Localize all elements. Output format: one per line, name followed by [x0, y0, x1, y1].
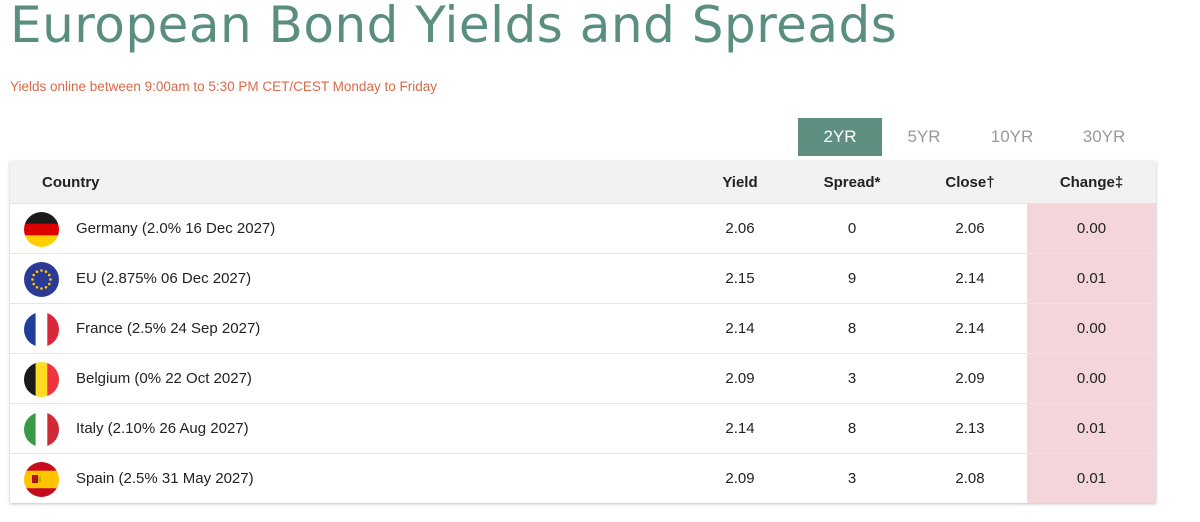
table-row[interactable]: Spain (2.5% 31 May 2027) 2.09 3 2.08 0.0…	[10, 454, 1156, 504]
tab-5yr[interactable]: 5YR	[907, 127, 941, 146]
spread-value: 8	[847, 420, 857, 437]
spread-value: 9	[847, 270, 857, 287]
country-name: Germany (2.0% 16 Dec 2027)	[76, 220, 276, 237]
table-row[interactable]: France (2.5% 24 Sep 2027) 2.14 8 2.14 0.…	[10, 304, 1156, 354]
close-value: 2.13	[955, 420, 985, 437]
close-value: 2.08	[955, 470, 985, 487]
tab-2yr[interactable]: 2YR	[798, 118, 882, 156]
yield-value: 2.15	[725, 270, 755, 287]
germany-flag-icon	[24, 212, 59, 247]
spread-value: 8	[847, 320, 857, 337]
change-value: 0.01	[1027, 254, 1156, 303]
change-value: 0.01	[1027, 404, 1156, 453]
country-name: Spain (2.5% 31 May 2027)	[76, 470, 254, 487]
change-value: 0.01	[1027, 454, 1156, 503]
close-value: 2.09	[955, 370, 985, 387]
header-close[interactable]: Close†	[945, 174, 995, 191]
header-spread[interactable]: Spread*	[823, 174, 881, 191]
table-row[interactable]: EU (2.875% 06 Dec 2027) 2.15 9 2.14 0.01	[10, 254, 1156, 304]
change-value: 0.00	[1027, 204, 1156, 253]
spread-value: 0	[847, 220, 857, 237]
spain-flag-icon	[24, 462, 59, 497]
close-value: 2.06	[955, 220, 985, 237]
country-name: France (2.5% 24 Sep 2027)	[76, 320, 261, 337]
change-value: 0.00	[1027, 354, 1156, 403]
yield-value: 2.06	[725, 220, 755, 237]
header-country[interactable]: Country	[42, 174, 100, 191]
change-value: 0.00	[1027, 304, 1156, 353]
france-flag-icon	[24, 312, 59, 347]
table-row[interactable]: Italy (2.10% 26 Aug 2027) 2.14 8 2.13 0.…	[10, 404, 1156, 454]
country-name: Belgium (0% 22 Oct 2027)	[76, 370, 252, 387]
tab-30yr[interactable]: 30YR	[1082, 127, 1126, 146]
maturity-tabs: 2YR 5YR 10YR 30YR	[798, 118, 1150, 156]
page-title: European Bond Yields and Spreads	[10, 0, 898, 54]
tab-10yr[interactable]: 10YR	[990, 127, 1034, 146]
yield-value: 2.09	[725, 470, 755, 487]
yield-value: 2.14	[725, 320, 755, 337]
bond-yields-table: Country Yield Spread* Close† Change‡ Ger…	[10, 161, 1156, 503]
yield-value: 2.09	[725, 370, 755, 387]
spread-value: 3	[847, 370, 857, 387]
country-name: EU (2.875% 06 Dec 2027)	[76, 270, 252, 287]
table-header: Country Yield Spread* Close† Change‡	[10, 161, 1156, 204]
page-subtitle: Yields online between 9:00am to 5:30 PM …	[10, 79, 437, 94]
close-value: 2.14	[955, 320, 985, 337]
header-change[interactable]: Change‡	[1059, 174, 1124, 191]
header-yield[interactable]: Yield	[722, 174, 758, 191]
belgium-flag-icon	[24, 362, 59, 397]
country-name: Italy (2.10% 26 Aug 2027)	[76, 420, 249, 437]
spread-value: 3	[847, 470, 857, 487]
table-row[interactable]: Germany (2.0% 16 Dec 2027) 2.06 0 2.06 0…	[10, 204, 1156, 254]
italy-flag-icon	[24, 412, 59, 447]
close-value: 2.14	[955, 270, 985, 287]
table-row[interactable]: Belgium (0% 22 Oct 2027) 2.09 3 2.09 0.0…	[10, 354, 1156, 404]
eu-flag-icon	[24, 262, 59, 297]
yield-value: 2.14	[725, 420, 755, 437]
